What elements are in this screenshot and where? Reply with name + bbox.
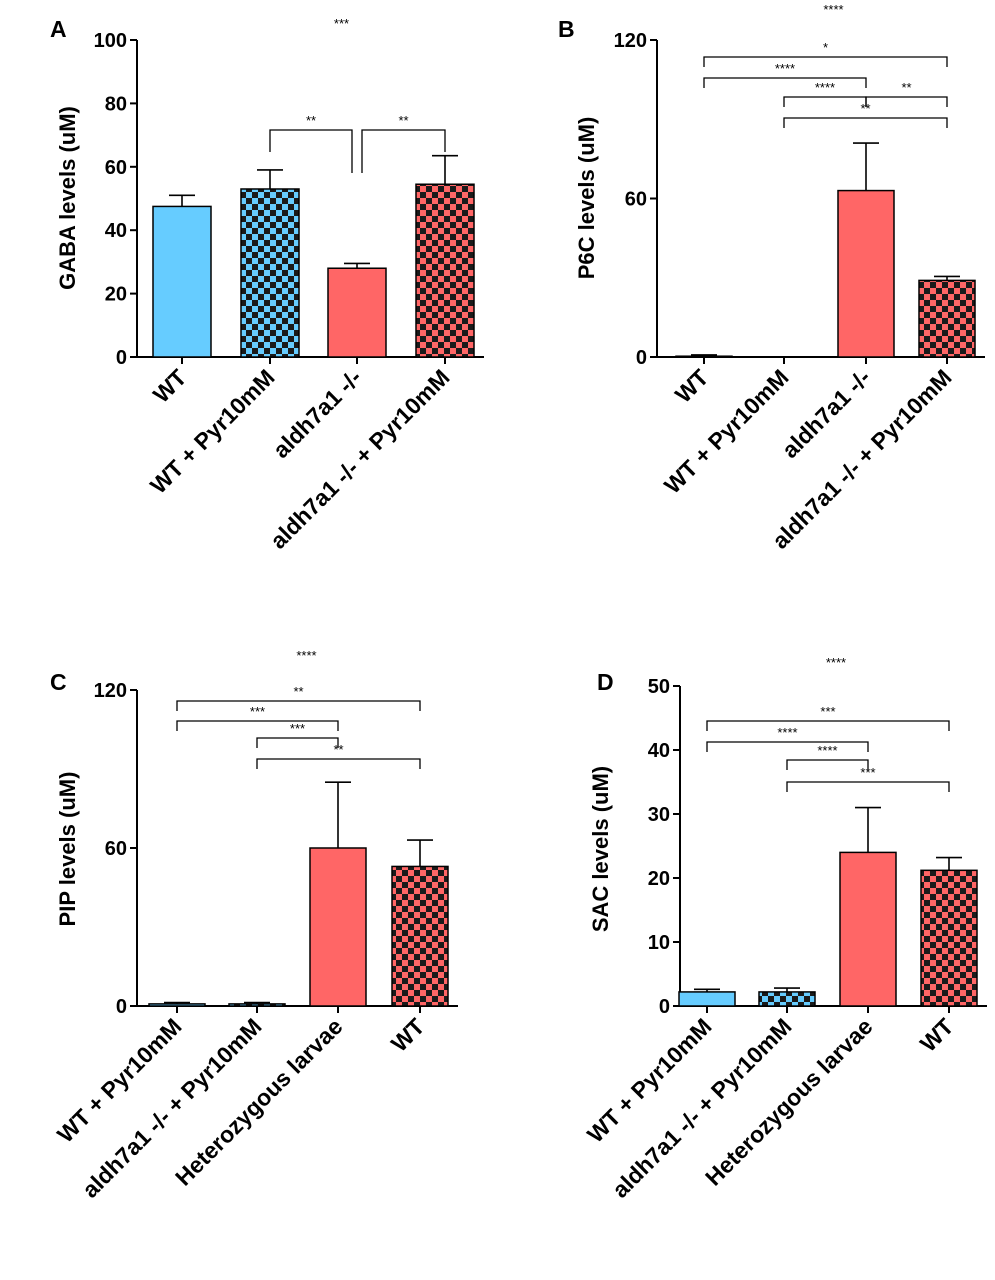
comparison-bracket [786, 781, 950, 792]
comparison-bracket [256, 758, 421, 769]
bar [309, 847, 367, 1007]
comparison-label: ** [901, 80, 911, 95]
bar [837, 189, 895, 358]
bar [327, 267, 387, 358]
bar [758, 991, 816, 1007]
comparison-label: **** [775, 61, 795, 76]
y-tick-label: 30 [648, 804, 670, 826]
comparison-bracket [783, 117, 948, 128]
y-tick-label: 80 [105, 93, 127, 115]
y-tick-label: 60 [625, 189, 647, 211]
bar [920, 869, 978, 1007]
panel-letter-b: B [558, 16, 575, 42]
overall-significance: **** [296, 648, 316, 663]
y-axis-label-d: SAC levels (uM) [588, 766, 613, 932]
bar [148, 1003, 206, 1007]
x-tick-label: WT [386, 1013, 430, 1057]
comparison-bracket [783, 96, 867, 107]
comparison-bracket [865, 96, 948, 107]
x-tick-label: Heterozygous larvae [700, 1013, 877, 1190]
bar [678, 991, 736, 1007]
panel-letter-d: D [597, 669, 614, 695]
overall-significance: **** [826, 655, 846, 670]
x-tick-label: WT [148, 364, 192, 408]
panel-letter-a: A [50, 16, 67, 42]
comparison-label: ** [860, 101, 870, 116]
y-tick-label: 50 [648, 676, 670, 698]
y-axis-label-a: GABA levels (uM) [55, 106, 80, 290]
y-tick-label: 40 [648, 740, 670, 762]
bar [839, 851, 897, 1007]
y-tick-label: 20 [105, 284, 127, 306]
y-tick-label: 60 [105, 838, 127, 860]
y-tick-label: 60 [105, 157, 127, 179]
overall-significance: *** [334, 16, 349, 31]
y-tick-label: 0 [116, 347, 127, 369]
comparison-label: ** [306, 113, 316, 128]
comparison-bracket [706, 741, 869, 752]
comparison-label: **** [815, 80, 835, 95]
comparison-bracket [706, 720, 950, 731]
bar [228, 1003, 286, 1007]
comparison-bracket [269, 129, 353, 173]
x-tick-label: aldh7a1 -/- + Pyr10mM [265, 364, 455, 554]
comparison-label: **** [817, 743, 837, 758]
comparison-label: *** [860, 765, 875, 780]
bar [675, 355, 733, 358]
panel-letter-c: C [50, 669, 67, 695]
y-tick-label: 10 [648, 932, 670, 954]
y-tick-label: 120 [614, 30, 647, 52]
y-tick-label: 0 [636, 347, 647, 369]
y-tick-label: 0 [659, 996, 670, 1018]
y-tick-label: 120 [94, 680, 127, 702]
comparison-bracket [703, 77, 867, 88]
comparison-bracket [361, 129, 446, 173]
x-tick-label: Heterozygous larvae [170, 1013, 347, 1190]
y-tick-label: 100 [94, 30, 127, 52]
comparison-label: ** [398, 113, 408, 128]
comparison-bracket [176, 720, 339, 731]
comparison-label: ** [333, 742, 343, 757]
bar [415, 183, 475, 358]
x-tick-label: WT [915, 1013, 959, 1057]
bar [918, 279, 976, 358]
overall-significance: **** [823, 2, 843, 17]
bar [240, 188, 300, 358]
x-tick-label: WT [670, 364, 714, 408]
y-tick-label: 20 [648, 868, 670, 890]
y-axis-label-c: PIP levels (uM) [55, 772, 80, 927]
y-tick-label: 0 [116, 996, 127, 1018]
comparison-label: *** [290, 721, 305, 736]
bar [391, 865, 449, 1007]
comparison-label: *** [820, 704, 835, 719]
comparison-label: **** [777, 725, 797, 740]
y-axis-label-b: P6C levels (uM) [574, 117, 599, 280]
y-tick-label: 40 [105, 220, 127, 242]
comparison-label: ** [293, 684, 303, 699]
comparison-bracket [786, 759, 869, 770]
comparison-label: *** [250, 704, 265, 719]
comparison-bracket [703, 56, 948, 67]
comparison-bracket [256, 737, 339, 748]
comparison-bracket [176, 700, 421, 711]
bar [152, 205, 212, 358]
comparison-label: * [823, 40, 828, 55]
